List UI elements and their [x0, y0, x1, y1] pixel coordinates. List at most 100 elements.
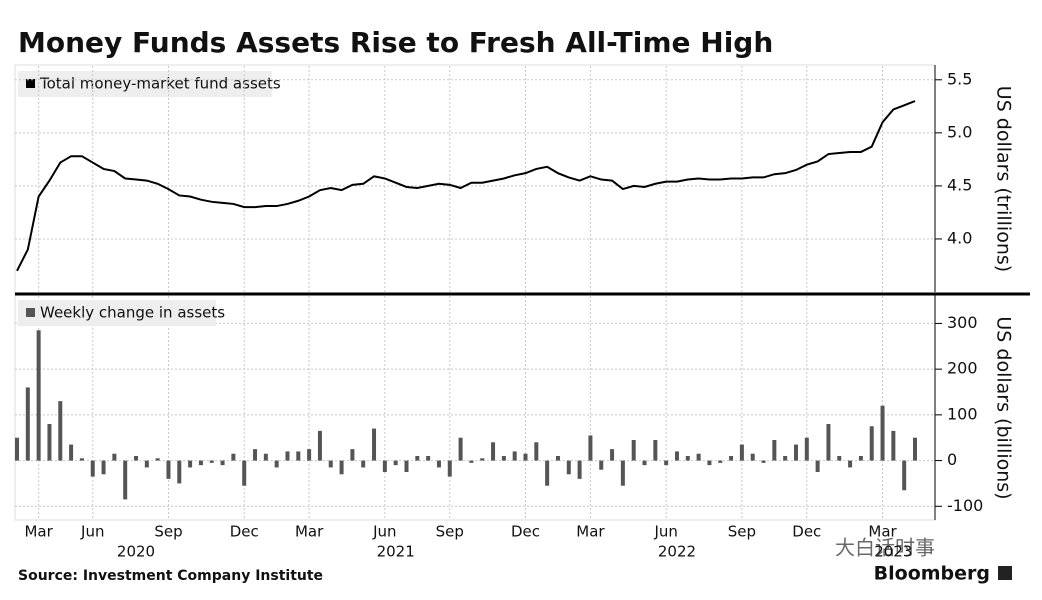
bar [328, 460, 333, 468]
bar [826, 424, 831, 461]
x-year-label: 2021 [377, 543, 415, 561]
bar [545, 460, 550, 486]
x-year-label: 2023 [874, 543, 912, 561]
y-tick-label: 5.5 [947, 69, 972, 88]
bar [718, 460, 723, 463]
bar [242, 460, 247, 486]
bar [25, 387, 30, 461]
bar [469, 460, 474, 463]
y-tick-label: 200 [947, 359, 978, 378]
bar [837, 456, 842, 461]
bar [198, 460, 203, 466]
bar [599, 460, 604, 470]
y-axis-label: US dollars (billions) [993, 316, 1015, 499]
legend-swatch [26, 308, 35, 317]
x-tick-label: Dec [792, 523, 821, 541]
x-tick-label: Sep [728, 523, 756, 541]
y-tick-label: -100 [947, 496, 983, 515]
bar [793, 444, 798, 461]
bar [642, 460, 647, 466]
bar [69, 444, 74, 461]
bar [426, 456, 431, 461]
bar [804, 437, 809, 461]
bar [880, 405, 885, 461]
bar [90, 460, 95, 477]
legend-label: Weekly change in assets [40, 304, 225, 322]
x-tick-label: Jun [372, 523, 396, 541]
y-tick-label: 100 [947, 404, 978, 423]
x-tick-label: Mar [868, 523, 897, 541]
x-tick-label: Jun [653, 523, 677, 541]
bar [36, 330, 41, 461]
x-tick-label: Sep [436, 523, 464, 541]
bar [382, 460, 387, 472]
bar [350, 449, 355, 461]
bar [112, 453, 117, 461]
bar [188, 460, 193, 468]
bar [858, 456, 863, 461]
bar [631, 440, 636, 461]
y-tick-label: 0 [947, 450, 957, 469]
watermark: 大白话时事 [835, 536, 935, 560]
y-axis-label: US dollars (trillions) [993, 86, 1015, 272]
bar [588, 435, 593, 461]
bar [155, 458, 160, 461]
bar [761, 460, 766, 463]
bar [534, 442, 539, 461]
bar [902, 460, 907, 491]
bar [729, 456, 734, 461]
bar [848, 460, 853, 468]
bar [620, 460, 625, 486]
bar [274, 460, 279, 468]
x-tick-label: Mar [576, 523, 605, 541]
bar [891, 430, 896, 461]
bar [307, 449, 312, 461]
bar [869, 426, 874, 461]
bar [685, 456, 690, 461]
brand-icon [998, 566, 1012, 580]
bar [393, 460, 398, 466]
bar [447, 460, 452, 477]
x-tick-label: Jun [80, 523, 104, 541]
bar [783, 456, 788, 461]
bar [696, 453, 701, 461]
bar [220, 460, 225, 466]
x-tick-label: Dec [230, 523, 259, 541]
bar [58, 401, 63, 461]
bar [263, 453, 268, 461]
legend-box [18, 300, 216, 326]
bar [491, 442, 496, 461]
legend-label: Total money-market fund assets [39, 75, 281, 93]
brand: Bloomberg [874, 563, 990, 585]
bar [739, 444, 744, 461]
y-tick-label: 4.0 [947, 228, 972, 247]
y-tick-label: 5.0 [947, 122, 972, 141]
bar [815, 460, 820, 472]
bar [555, 456, 560, 461]
bar [653, 440, 658, 461]
bar [750, 453, 755, 461]
y-tick-label: 4.5 [947, 175, 972, 194]
bar [209, 460, 214, 463]
legend-box [18, 71, 272, 97]
bar [577, 460, 582, 479]
bar [913, 437, 917, 461]
bar [436, 460, 441, 468]
y-tick-label: 300 [947, 313, 978, 332]
bar [512, 451, 517, 461]
legend-swatch [26, 79, 35, 88]
bar [317, 430, 322, 461]
bar [296, 451, 301, 461]
bar [339, 460, 344, 475]
bar [123, 460, 128, 500]
bar [480, 458, 485, 461]
bar [134, 456, 139, 461]
x-tick-label: Sep [154, 523, 182, 541]
bar [523, 453, 528, 461]
bar [372, 428, 377, 461]
x-year-label: 2020 [117, 543, 155, 561]
bar [772, 440, 777, 461]
bar [166, 460, 171, 479]
bar [231, 453, 236, 461]
